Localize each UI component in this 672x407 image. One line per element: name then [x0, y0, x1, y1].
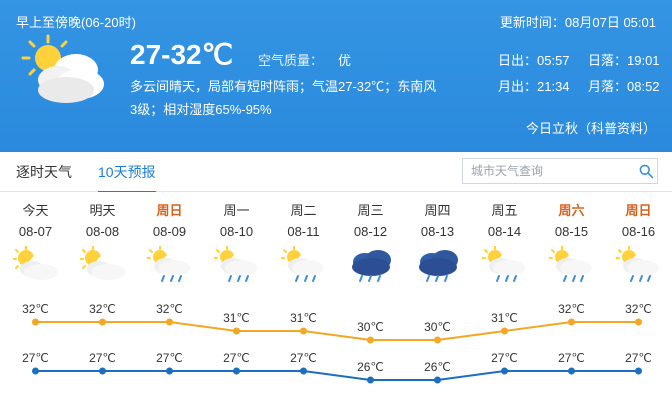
- day-date: 08-16: [621, 224, 656, 239]
- sun-behind-cloud-rain-icon: [481, 245, 528, 284]
- low-temp-label: 26℃: [357, 360, 384, 374]
- period-title: 早上至傍晚(06-20时): [16, 15, 136, 30]
- forecast-day-column[interactable]: 周三 08-12 30℃ 26℃: [337, 192, 404, 407]
- day-name: 周日: [156, 203, 183, 218]
- forecast-day-column[interactable]: 周五 08-14 31℃ 27℃: [471, 192, 538, 407]
- high-temp-label: 32℃: [558, 302, 585, 316]
- high-temp-label: 32℃: [22, 302, 49, 316]
- day-date: 08-07: [18, 224, 53, 239]
- day-name: 周日: [625, 203, 652, 218]
- forecast-day-column[interactable]: 周二 08-11 31℃ 27℃: [270, 192, 337, 407]
- rain-cloud-icon: [415, 246, 461, 284]
- sun-behind-cloud-rain-icon: [548, 245, 595, 284]
- ten-day-forecast: 今天 08-07 32℃ 27℃ 明天 08-08 32℃ 27℃ 周日 08-09 32℃ 27℃ 周…: [0, 192, 672, 407]
- day-date: 08-09: [152, 224, 187, 239]
- forecast-day-column[interactable]: 周日 08-16 32℃ 27℃: [605, 192, 672, 407]
- sun-behind-cloud-rain-icon: [146, 245, 193, 284]
- day-date: 08-13: [420, 224, 455, 239]
- forecast-day-column[interactable]: 周日 08-09 32℃ 27℃: [136, 192, 203, 407]
- low-temp-label: 27℃: [223, 351, 250, 365]
- day-date: 08-12: [353, 224, 388, 239]
- high-temp-label: 32℃: [625, 302, 652, 316]
- weather-description-line2: 3级；相对湿度65%-95%: [130, 102, 272, 117]
- high-temp-label: 32℃: [89, 302, 116, 316]
- sunrise-info: 日出：05:57: [498, 53, 570, 68]
- day-name: 周五: [491, 203, 518, 218]
- low-temp-label: 27℃: [89, 351, 116, 365]
- forecast-day-column[interactable]: 今天 08-07 32℃ 27℃: [2, 192, 69, 407]
- low-temp-label: 26℃: [424, 360, 451, 374]
- sunset-info: 日落：19:01: [588, 53, 660, 68]
- day-name: 明天: [89, 203, 116, 218]
- day-name: 周六: [558, 203, 585, 218]
- forecast-day-column[interactable]: 周四 08-13 30℃ 26℃: [404, 192, 471, 407]
- day-date: 08-15: [554, 224, 589, 239]
- forecast-day-column[interactable]: 明天 08-08 32℃ 27℃: [69, 192, 136, 407]
- search-icon[interactable]: [634, 159, 657, 183]
- moonrise-info: 月出：21:34: [498, 79, 570, 94]
- rain-cloud-icon: [348, 246, 394, 284]
- search-input[interactable]: [463, 164, 634, 178]
- low-temp-label: 27℃: [558, 351, 585, 365]
- day-date: 08-11: [287, 224, 320, 239]
- day-name: 周一: [223, 203, 250, 218]
- day-date: 08-08: [85, 224, 120, 239]
- low-temp-label: 27℃: [22, 351, 49, 365]
- day-name: 今天: [22, 203, 49, 218]
- tab-bar: 逐时天气 10天预报: [0, 152, 672, 193]
- low-temp-label: 27℃: [625, 351, 652, 365]
- high-temp-label: 32℃: [156, 302, 183, 316]
- low-temp-label: 27℃: [290, 351, 317, 365]
- high-temp-label: 31℃: [223, 311, 250, 325]
- sun-behind-cloud-icon: [12, 245, 59, 284]
- high-temp-label: 30℃: [357, 320, 384, 334]
- sun-behind-cloud-icon: [79, 245, 126, 284]
- high-temp-label: 31℃: [290, 311, 317, 325]
- weather-description-line1: 多云间晴天，局部有短时阵雨；气温27-32℃；东南风: [130, 79, 437, 94]
- forecast-day-column[interactable]: 周一 08-10 31℃ 27℃: [203, 192, 270, 407]
- tab-10day[interactable]: 10天预报: [98, 162, 156, 193]
- main-weather-icon: [18, 34, 114, 114]
- day-name: 周二: [290, 203, 317, 218]
- weather-header: 早上至傍晚(06-20时) 更新时间：08月07日 05:01 27-32℃ 空…: [0, 0, 672, 152]
- air-quality-value: 优: [338, 53, 352, 68]
- day-name: 周四: [424, 203, 451, 218]
- sun-behind-cloud-rain-icon: [280, 245, 327, 284]
- temperature-range: 27-32℃: [130, 39, 234, 70]
- day-date: 08-10: [219, 224, 254, 239]
- low-temp-label: 27℃: [491, 351, 518, 365]
- tab-hourly[interactable]: 逐时天气: [16, 164, 72, 180]
- city-search-box[interactable]: [462, 158, 658, 184]
- sun-behind-cloud-rain-icon: [213, 245, 260, 284]
- day-name: 周三: [357, 203, 384, 218]
- moonset-info: 月落：08:52: [588, 79, 660, 94]
- solar-term-link[interactable]: 今日立秋（科普资料）: [525, 121, 656, 136]
- low-temp-label: 27℃: [156, 351, 183, 365]
- forecast-day-column[interactable]: 周六 08-15 32℃ 27℃: [538, 192, 605, 407]
- day-date: 08-14: [487, 224, 522, 239]
- high-temp-label: 30℃: [424, 320, 451, 334]
- sun-behind-cloud-rain-icon: [615, 245, 662, 284]
- update-time: 更新时间：08月07日 05:01: [499, 15, 656, 30]
- air-quality-label: 空气质量：: [258, 53, 324, 68]
- high-temp-label: 31℃: [491, 311, 518, 325]
